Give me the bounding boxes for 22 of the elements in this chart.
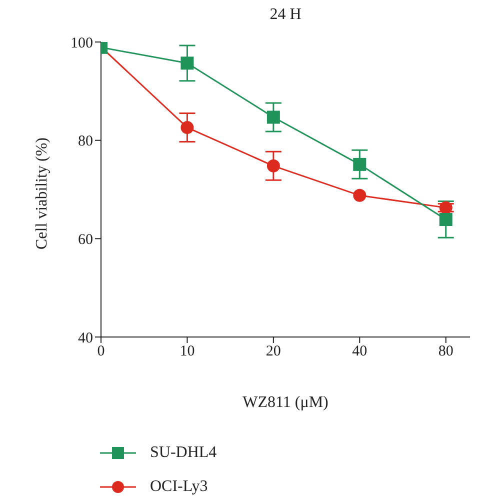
y-tick-label: 40 [78,330,93,346]
y-axis-title: Cell viability (%) [34,138,51,250]
y-tick-label: 60 [78,232,93,248]
x-tick-label: 10 [180,344,195,360]
point [439,201,452,214]
y-tick-label: 100 [70,35,93,52]
point [266,159,280,172]
chart-title: 24 H [268,6,302,24]
legend-label: OCI-Ly3 [150,478,208,496]
x-tick-label: 40 [352,344,368,360]
point [439,212,452,226]
y-tick-label: 80 [78,134,93,150]
x-tick-label: 0 [97,344,105,360]
point [180,56,194,70]
point [353,158,366,171]
legend-label: SU-DHL4 [150,444,217,462]
point [266,110,280,124]
point [353,188,366,202]
point [180,121,194,134]
x-axis-title: WZ811 (μM) [242,394,328,411]
x-tick-label: 20 [266,344,281,360]
x-tick-label: 80 [438,344,454,360]
